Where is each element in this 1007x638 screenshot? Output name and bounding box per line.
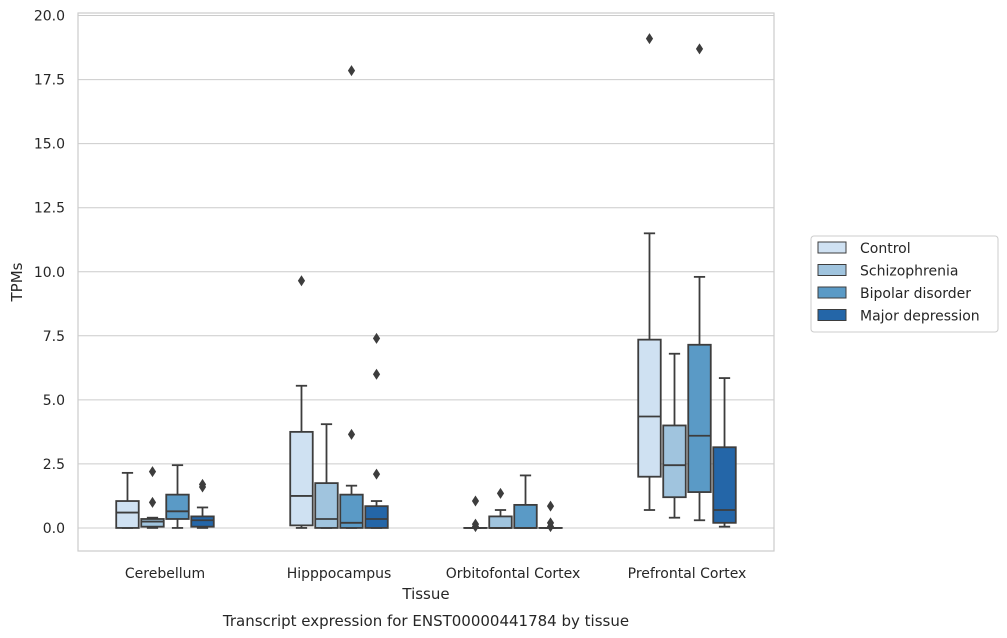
box-control <box>115 471 140 529</box>
outlier-point <box>347 428 356 440</box>
box-plots <box>115 33 737 533</box>
y-tick-label: 17.5 <box>34 73 65 89</box>
box-iqr <box>190 515 215 528</box>
outlier-point <box>546 500 555 512</box>
box-iqr <box>712 446 737 524</box>
outlier-point <box>148 466 157 478</box>
box-iqr <box>289 430 314 527</box>
x-tick-label: Prefrontal Cortex <box>628 566 747 582</box>
box-control <box>463 495 488 533</box>
gridlines <box>78 15 774 529</box>
box-schizophrenia <box>314 423 339 529</box>
y-tick-labels: 0.0 2.5 5.0 7.5 10.0 12.5 15.0 17.5 20.0 <box>34 9 65 537</box>
box-control <box>637 33 662 511</box>
y-tick-label: 15.0 <box>34 137 65 153</box>
box-iqr <box>140 518 165 528</box>
box-major-depression <box>364 332 389 529</box>
outlier-point <box>546 517 555 529</box>
legend-swatch <box>817 241 847 254</box>
box-iqr <box>662 424 687 499</box>
x-axis-label: Tissue <box>401 585 449 603</box>
legend-swatch <box>817 286 847 299</box>
y-axis-label: TPMs <box>8 262 26 302</box>
box-iqr <box>314 482 339 529</box>
outlier-point <box>372 468 381 480</box>
box-bipolar-disorder <box>513 474 538 529</box>
plot-frame <box>77 12 775 552</box>
outlier-point <box>471 495 480 507</box>
y-tick-label: 0.0 <box>43 521 65 537</box>
box-major-depression <box>190 478 215 529</box>
box-schizophrenia <box>488 487 513 529</box>
y-tick-label: 10.0 <box>34 265 65 281</box>
outlier-point <box>297 275 306 287</box>
box-iqr <box>488 515 513 529</box>
box-iqr <box>364 505 389 529</box>
legend-label: Control <box>860 241 911 257</box>
legend-label: Schizophrenia <box>860 264 958 280</box>
box-iqr <box>637 338 662 478</box>
box-iqr <box>687 343 712 493</box>
outlier-point <box>148 496 157 508</box>
y-tick-label: 12.5 <box>34 201 65 217</box>
legend-swatch <box>817 309 847 321</box>
box-major-depression <box>712 377 737 528</box>
y-tick-label: 5.0 <box>43 393 65 409</box>
box-bipolar-disorder <box>339 65 364 529</box>
box-iqr <box>115 500 140 529</box>
y-tick-label: 20.0 <box>34 9 65 25</box>
box-control <box>289 275 314 529</box>
y-tick-label: 7.5 <box>43 329 65 345</box>
outlier-point <box>645 33 654 45</box>
outlier-point <box>695 43 704 55</box>
outlier-point <box>198 478 207 490</box>
box-schizophrenia <box>140 466 165 529</box>
legend-label: Bipolar disorder <box>860 286 971 302</box>
outlier-point <box>496 487 505 499</box>
legend: Control Schizophrenia Bipolar disorder Majo… <box>810 235 999 333</box>
x-tick-labels: Cerebellum Hipppocampus Orbitofontal Corte… <box>125 566 746 582</box>
chart-caption: Transcript expression for ENST0000044178… <box>222 612 629 630</box>
box-schizophrenia <box>662 352 687 519</box>
box-bipolar-disorder <box>165 464 190 529</box>
box-major-depression <box>538 500 563 533</box>
outlier-point <box>471 518 480 530</box>
legend-label: Major depression <box>860 309 980 325</box>
x-tick-label: Orbitofontal Cortex <box>446 566 581 582</box>
legend-frame <box>810 235 999 333</box>
legend-swatch <box>817 264 847 276</box>
box-iqr <box>513 503 538 529</box>
box-bipolar-disorder <box>687 43 712 522</box>
y-tick-label: 2.5 <box>43 457 65 473</box>
outlier-point <box>372 368 381 380</box>
outlier-point <box>347 65 356 77</box>
x-tick-label: Cerebellum <box>125 566 205 582</box>
box-iqr <box>165 493 190 520</box>
box-iqr <box>339 493 364 529</box>
outlier-point <box>372 332 381 344</box>
x-tick-label: Hipppocampus <box>287 566 392 582</box>
